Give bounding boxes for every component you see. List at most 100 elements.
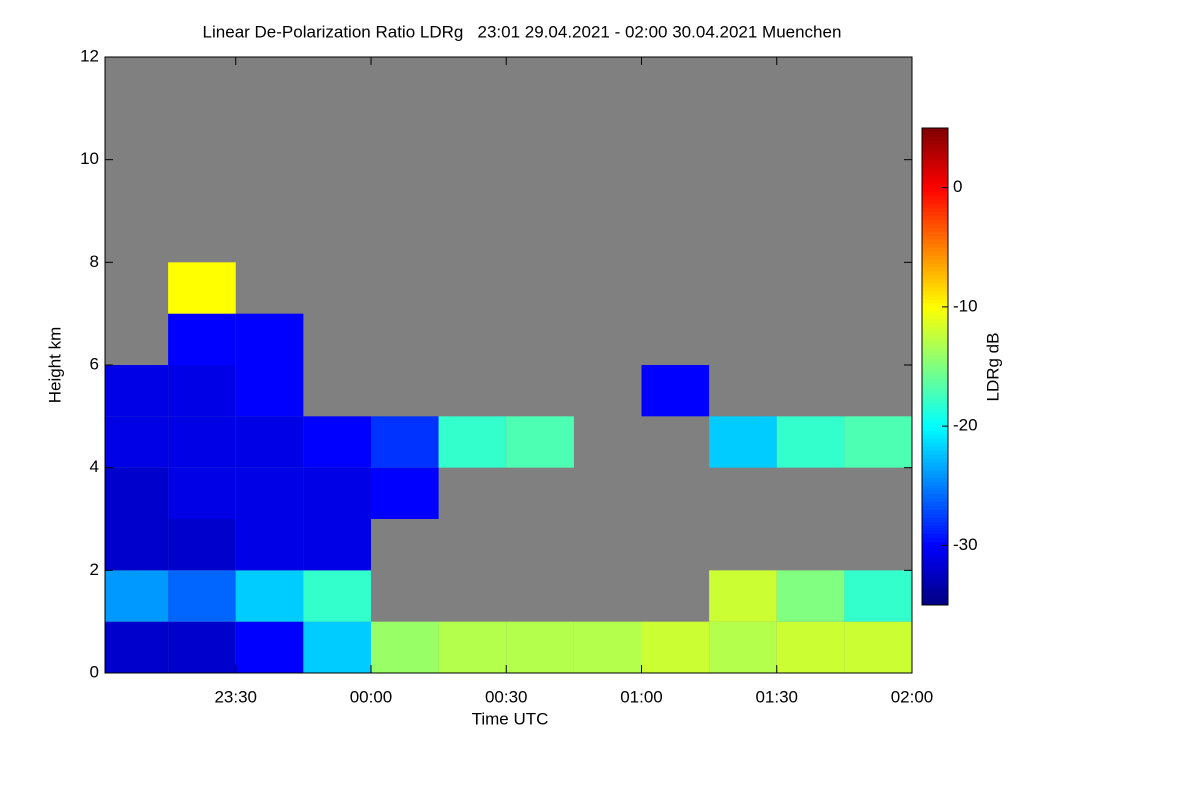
colorbar-step (922, 485, 948, 491)
heat-cell (370, 621, 439, 673)
heat-cell (641, 365, 710, 417)
colorbar-step (922, 541, 948, 546)
colorbar-step (922, 263, 948, 268)
colorbar-step (922, 426, 948, 431)
colorbar-step (922, 561, 948, 566)
colorbar-step (922, 147, 948, 153)
colorbar-step (922, 199, 948, 205)
colorbar-step (922, 275, 948, 280)
colorbar-step (922, 386, 948, 391)
colorbar-step (922, 239, 948, 244)
colorbar-step (922, 151, 948, 157)
colorbar-tick-label: 0 (953, 177, 962, 196)
heat-cell (235, 416, 304, 468)
colorbar-step (922, 449, 948, 455)
heat-cell (844, 570, 912, 622)
colorbar-step (922, 139, 948, 145)
colorbar-step (922, 207, 948, 212)
colorbar-step (922, 597, 948, 602)
colorbar-step (922, 469, 948, 475)
colorbar-step (922, 378, 948, 383)
colorbar-step (922, 183, 948, 189)
colorbar-step (922, 243, 948, 248)
heat-cell (506, 621, 574, 673)
colorbar-step (922, 529, 948, 534)
colorbar-step (922, 334, 948, 340)
heat-cell (105, 467, 169, 519)
y-tick-label: 0 (90, 662, 99, 681)
colorbar-step (922, 287, 948, 292)
heat-cell (168, 570, 236, 622)
colorbar-step (922, 581, 948, 586)
colorbar-step (922, 310, 948, 316)
colorbar-step (922, 509, 948, 515)
colorbar-step (922, 565, 948, 570)
colorbar-step (922, 465, 948, 471)
colorbar-step (922, 231, 948, 236)
colorbar-step (922, 442, 948, 447)
y-tick-label: 6 (90, 354, 99, 373)
colorbar-step (922, 298, 948, 304)
heat-cell (776, 416, 845, 468)
colorbar-tick-label: -30 (953, 535, 978, 554)
colorbar-step (922, 410, 948, 415)
colorbar-step (922, 255, 948, 260)
colorbar-step (922, 569, 948, 574)
colorbar-step (922, 537, 948, 542)
colorbar-step (922, 227, 948, 232)
colorbar-step (922, 330, 948, 336)
colorbar-step (922, 362, 948, 367)
heat-cell (105, 621, 169, 673)
colorbar-step (922, 517, 948, 523)
colorbar-step (922, 549, 948, 554)
heat-cell (776, 570, 845, 622)
heat-cell (235, 313, 304, 365)
colorbar-step (922, 473, 948, 479)
colorbar-step (922, 283, 948, 288)
colorbar-step (922, 414, 948, 419)
colorbar-step (922, 350, 948, 356)
colorbar-step (922, 457, 948, 463)
colorbar-frame (921, 127, 949, 606)
heat-cell (303, 467, 371, 519)
colorbar-step (922, 525, 948, 530)
colorbar-step (922, 461, 948, 467)
colorbar-step (922, 557, 948, 562)
colorbar-step (922, 481, 948, 487)
heat-cell (709, 621, 777, 673)
colorbar-step (922, 390, 948, 395)
colorbar-step (922, 314, 948, 320)
colorbar-step (922, 394, 948, 399)
colorbar-step (922, 402, 948, 407)
heat-cell (235, 365, 304, 417)
heat-cell (438, 416, 507, 468)
colorbar-label: LDRg dB (983, 333, 1002, 402)
y-tick-label: 8 (90, 252, 99, 271)
colorbar-step (922, 589, 948, 594)
colorbar-step (922, 446, 948, 451)
colorbar-step (922, 553, 948, 558)
plot-area (105, 57, 912, 673)
heat-cell (235, 467, 304, 519)
heat-cell (235, 621, 304, 673)
colorbar-step (922, 267, 948, 272)
colorbar-step (922, 167, 948, 173)
heat-cell (303, 621, 371, 673)
colorbar-step (922, 306, 948, 312)
heat-cell (844, 621, 912, 673)
colorbar-step (922, 203, 948, 208)
colorbar-step (922, 533, 948, 538)
colorbar-step (922, 318, 948, 324)
y-tick-label: 4 (90, 457, 99, 476)
colorbar-step (922, 501, 948, 507)
heat-cell (235, 570, 304, 622)
heat-cell (168, 313, 236, 365)
colorbar-step (922, 573, 948, 578)
colorbar-step (922, 505, 948, 511)
axes: 23:30 00:00 00:30 01:00 01:30 02:00 0 2 4 6 8 10 12 (80, 46, 933, 706)
colorbar-step (922, 175, 948, 181)
colorbar-step (922, 374, 948, 379)
heat-cell (168, 416, 236, 468)
colorbar-step (922, 358, 948, 364)
